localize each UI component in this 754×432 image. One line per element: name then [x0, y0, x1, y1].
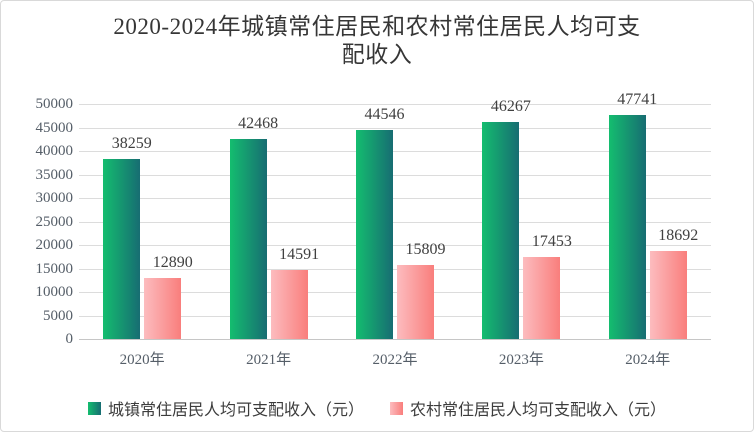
rural-series-swatch-icon: [390, 401, 403, 415]
urban-value-label-2023年: 46267: [490, 97, 531, 115]
rural-value-label-2023年: 17453: [531, 232, 572, 250]
rural-bar-2024年: [649, 251, 687, 339]
y-tick-label-35000: 35000: [35, 166, 74, 183]
gridline-40000: [79, 151, 711, 152]
x-tick-label-2020年: 2020年: [119, 352, 165, 368]
urban-bar-2024年: [608, 114, 646, 339]
chart-title-line-2: 配收入: [341, 42, 413, 67]
legend-label-rural: 农村常住居民人均可支配收入（元）: [410, 402, 667, 419]
legend-item-rural: 农村常住居民人均可支配收入（元）: [390, 396, 666, 420]
legend: 城镇常住居民人均可支配收入（元） 农村常住居民人均可支配收入（元）: [1, 396, 753, 420]
x-tick-label-2022年: 2022年: [372, 352, 418, 368]
chart-title: 2020-2024年城镇常住居民和农村常住居民人均可支 配收入: [1, 13, 753, 69]
y-tick-label-10000: 10000: [35, 284, 74, 300]
gridline-30000: [79, 198, 711, 199]
urban-value-label-2022年: 44546: [364, 105, 405, 123]
y-tick-label-20000: 20000: [35, 237, 74, 253]
x-tick-label-2021年: 2021年: [246, 352, 292, 368]
gridline-20000: [79, 245, 711, 246]
urban-value-label-2024年: 47741: [617, 90, 658, 108]
gridline-15000: [79, 268, 711, 270]
urban-bar-2022年: [356, 129, 393, 339]
urban-bar-2023年: [482, 121, 520, 339]
y-tick-label-5000: 5000: [43, 307, 73, 324]
urban-value-label-2020年: 38259: [111, 135, 152, 153]
urban-series-swatch-icon: [87, 401, 101, 415]
rural-value-label-2020年: 12890: [152, 254, 193, 272]
gridline-25000: [79, 221, 711, 223]
y-tick-label-50000: 50000: [35, 96, 74, 112]
gridline-50000: [79, 104, 711, 105]
gridline-10000: [79, 292, 711, 293]
gridline-35000: [79, 174, 711, 176]
chart-title-line-1: 2020-2024年城镇常住居民和农村常住居民人均可支: [113, 14, 641, 39]
gridline-0: [79, 339, 711, 340]
y-tick-label-15000: 15000: [35, 260, 74, 277]
y-tick-label-25000: 25000: [35, 213, 74, 230]
urban-value-label-2021年: 42468: [238, 115, 279, 133]
rural-value-label-2024年: 18692: [658, 227, 699, 245]
x-tick-label-2024年: 2024年: [625, 352, 671, 368]
gridline-5000: [79, 315, 711, 317]
rural-bar-2023年: [523, 256, 561, 339]
y-tick-label-45000: 45000: [35, 119, 74, 136]
rural-value-label-2022年: 15809: [405, 240, 446, 258]
urban-bar-2020年: [103, 159, 141, 339]
legend-label-urban: 城镇常住居民人均可支配收入（元）: [107, 402, 364, 419]
rural-bar-2020年: [144, 278, 182, 339]
gridline-45000: [79, 127, 711, 129]
y-tick-label-30000: 30000: [35, 190, 74, 206]
x-tick-label-2023年: 2023年: [498, 352, 544, 368]
y-tick-label-0: 0: [65, 331, 74, 347]
rural-bar-2021年: [270, 270, 308, 339]
urban-bar-2021年: [229, 139, 267, 339]
rural-bar-2022年: [397, 264, 434, 339]
plot-area: 38259 12890 42468 14591 44546 15809 46267 17453…: [79, 91, 711, 340]
y-tick-label-40000: 40000: [35, 143, 74, 159]
legend-item-urban: 城镇常住居民人均可支配收入（元）: [87, 396, 364, 420]
rural-value-label-2021年: 14591: [279, 246, 320, 264]
